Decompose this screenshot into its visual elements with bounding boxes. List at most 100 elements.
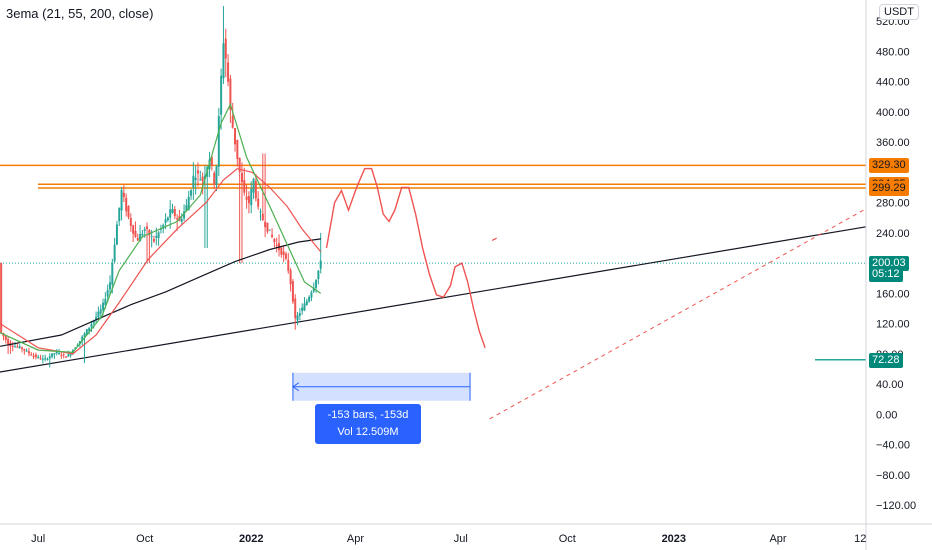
candle-body [90, 323, 93, 328]
candle-body [196, 170, 199, 174]
y-tick-label: 400.00 [876, 107, 910, 119]
candle-body [227, 62, 230, 82]
candle-body [192, 175, 195, 188]
candle-body [60, 355, 63, 357]
candle-body [37, 356, 40, 358]
candle-body [166, 217, 169, 221]
candle-body [266, 222, 269, 232]
candle-body [4, 336, 7, 340]
candle-body [104, 298, 107, 305]
candle-body [148, 229, 151, 236]
candle-body [30, 354, 33, 356]
candle-body [254, 180, 257, 199]
candle-body [97, 311, 100, 317]
candle-body [199, 179, 202, 181]
candle-body [41, 358, 44, 360]
candle-body [271, 234, 274, 238]
projection-drawing [325, 167, 497, 349]
candle-body [245, 196, 248, 200]
x-tick-label: Jul [31, 533, 45, 545]
candle-body [240, 172, 243, 183]
indicator-label[interactable]: 3ema (21, 55, 200, close) [6, 6, 154, 21]
candle-body [296, 315, 299, 321]
candle-body [51, 353, 54, 357]
candle-body [312, 287, 315, 292]
candle-body [294, 298, 297, 319]
y-tick-label: 280.00 [876, 198, 910, 210]
candle-body [92, 320, 95, 324]
candle-body [173, 209, 176, 217]
candle-body [289, 270, 292, 285]
candle-body [69, 353, 72, 356]
candle-body [162, 224, 165, 229]
ema-200-line [0, 238, 321, 347]
candle-body [264, 221, 267, 228]
candle-body [257, 198, 260, 207]
x-tick-label: 2022 [239, 533, 263, 545]
candle-body [143, 229, 146, 231]
candle-body [139, 234, 142, 242]
candle-body [201, 176, 204, 182]
price-tag: 05:12 [869, 267, 903, 283]
support-trendline [0, 226, 867, 373]
candle-body [185, 205, 188, 211]
candle-body [108, 282, 111, 290]
candle-body [102, 302, 105, 310]
y-tick-label: 360.00 [876, 137, 910, 149]
candle-body [243, 180, 246, 193]
y-tick-label: 240.00 [876, 228, 910, 240]
y-tick-label: −80.00 [876, 470, 910, 482]
currency-badge[interactable]: USDT [879, 4, 919, 20]
candle-body [268, 229, 271, 231]
candle-body [53, 353, 56, 355]
candle-body [259, 211, 262, 213]
y-tick-label: 480.00 [876, 46, 910, 58]
candle-body [120, 190, 123, 211]
candle-body [7, 339, 10, 345]
candle-body [284, 253, 287, 259]
candle-body [176, 218, 179, 220]
y-tick-label: 440.00 [876, 77, 910, 89]
measure-bars-text: -153 bars, -153d [327, 409, 409, 421]
candle-body [55, 351, 58, 354]
candle-body [187, 196, 190, 211]
candle-body [118, 207, 121, 222]
dashed-trendline [489, 208, 867, 420]
measure-volume-text: Vol 12.509M [337, 426, 399, 438]
candle-body [132, 225, 135, 234]
candle-body [157, 232, 160, 239]
x-tick-label: Oct [136, 533, 153, 545]
candle-body [220, 75, 223, 115]
candle-body [275, 244, 278, 246]
candle-body [141, 233, 144, 236]
candle-body [64, 356, 67, 358]
candle-body [310, 292, 313, 298]
candle-body [210, 157, 213, 166]
measure-range[interactable] [292, 372, 471, 401]
candle-body [136, 237, 139, 241]
x-tick-label: Apr [347, 533, 364, 545]
candle-body [81, 336, 84, 341]
candle-body [27, 351, 30, 354]
candle-body [44, 358, 47, 360]
price-tag: 72.28 [869, 352, 903, 368]
candle-body [319, 260, 322, 269]
candle-body [25, 350, 28, 352]
candle-body [234, 128, 237, 145]
horizontal-levels [0, 164, 866, 361]
y-tick-label: −40.00 [876, 440, 910, 452]
candle-body [164, 219, 167, 224]
candle-body [134, 231, 137, 237]
candle-body [14, 346, 17, 348]
candle-body [280, 247, 283, 255]
candle-body [85, 329, 88, 336]
candle-body [0, 263, 3, 333]
y-tick-label: −120.00 [876, 500, 916, 512]
candle-body [23, 348, 26, 351]
candle-body [171, 209, 174, 213]
candle-body [11, 345, 14, 347]
candle-body [150, 236, 153, 238]
candle-body [83, 333, 86, 337]
candle-body [183, 211, 186, 219]
